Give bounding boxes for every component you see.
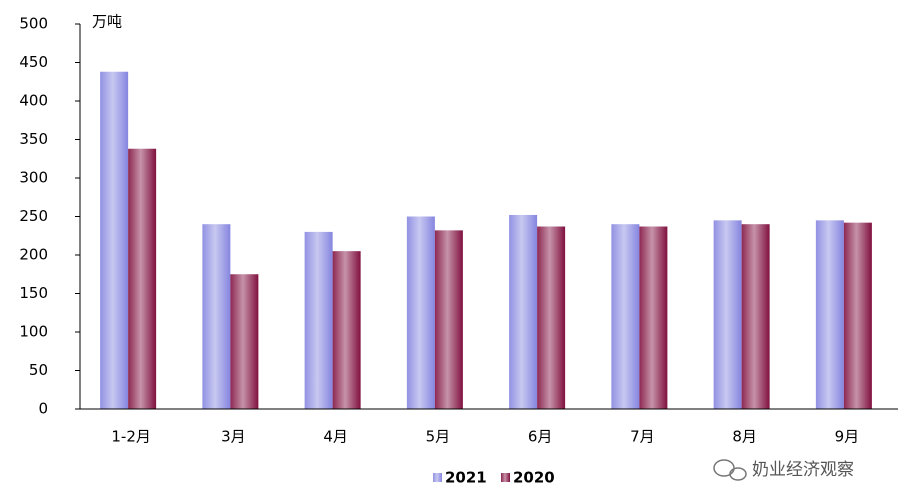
x-tick-label: 9月: [835, 428, 860, 446]
bar: [843, 222, 872, 409]
bar: [332, 251, 361, 409]
x-tick-label: 1-2月: [111, 428, 151, 446]
x-tick-label: 8月: [732, 428, 757, 446]
bar: [406, 216, 435, 409]
bar: [434, 230, 463, 409]
bar: [100, 71, 129, 410]
y-tick-label: 50: [29, 361, 48, 379]
y-tick-label: 250: [19, 207, 48, 225]
y-tick-label: 200: [19, 246, 48, 264]
bar: [304, 231, 333, 409]
y-tick-label: 450: [19, 53, 48, 71]
x-tick-label: 3月: [221, 428, 246, 446]
y-tick-label: 500: [19, 15, 48, 33]
legend-swatch: [501, 473, 510, 482]
watermark-icon: [713, 459, 747, 481]
y-tick-label: 100: [19, 323, 48, 341]
y-tick-label: 350: [19, 130, 48, 148]
legend-label: 2020: [513, 469, 555, 487]
x-tick-label: 7月: [630, 428, 655, 446]
x-tick-label: 4月: [323, 428, 348, 446]
bar: [611, 224, 640, 409]
y-tick-label: 0: [38, 400, 48, 418]
bar: [509, 214, 538, 409]
bar: [537, 226, 566, 409]
bar: [639, 226, 668, 409]
y-tick-label: 400: [19, 92, 48, 110]
y-tick-label: 300: [19, 169, 48, 187]
legend-label: 2021: [445, 469, 487, 487]
bar: [815, 220, 844, 409]
bar: [128, 148, 157, 410]
y-axis-unit: 万吨: [92, 13, 122, 31]
bar: [230, 274, 259, 409]
bar: [202, 224, 231, 409]
x-tick-label: 5月: [426, 428, 451, 446]
bar: [713, 220, 742, 409]
legend-swatch: [433, 473, 442, 482]
y-tick-label: 150: [19, 284, 48, 302]
bar: [741, 224, 770, 409]
watermark: 奶业经济观察: [752, 460, 854, 480]
x-tick-label: 6月: [528, 428, 553, 446]
